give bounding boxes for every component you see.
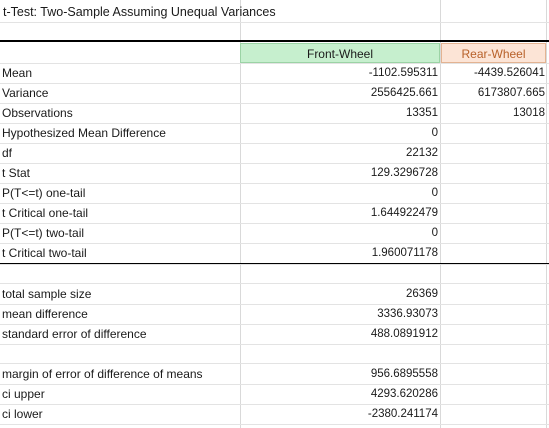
front-value[interactable]: 1.960071178: [371, 247, 438, 259]
front-value[interactable]: 3336.93073: [377, 308, 438, 320]
row-label[interactable]: P(T<=t) two-tail: [2, 226, 85, 240]
front-value[interactable]: 13351: [406, 107, 438, 119]
grid-line: [0, 203, 549, 204]
row-label[interactable]: Observations: [2, 106, 73, 120]
row-label[interactable]: mean difference: [2, 307, 88, 321]
row-label[interactable]: P(T<=t) one-tail: [2, 186, 86, 200]
table-top-border: [0, 40, 549, 42]
front-value[interactable]: 956.6895558: [370, 368, 438, 380]
row-label[interactable]: Variance: [2, 86, 49, 100]
front-value[interactable]: 0: [431, 187, 438, 199]
rear-value[interactable]: [441, 163, 545, 183]
front-value[interactable]: 488.0891912: [370, 328, 438, 340]
rear-value[interactable]: 13018: [513, 107, 545, 119]
grid-line: [0, 344, 549, 345]
front-value[interactable]: 4293.620286: [370, 388, 438, 400]
row-label[interactable]: Mean: [2, 66, 33, 80]
grid-line: [0, 63, 549, 64]
row-label[interactable]: df: [2, 146, 13, 160]
grid-line: [0, 103, 549, 104]
front-value[interactable]: 1.644922479: [370, 207, 438, 219]
grid-line: [0, 183, 549, 184]
grid-line: [0, 304, 549, 305]
grid-line: [0, 384, 549, 385]
grid-line: [0, 163, 549, 164]
grid-line: [0, 243, 549, 244]
grid-line: [0, 264, 549, 265]
row-label[interactable]: margin of error of difference of means: [2, 367, 203, 381]
rear-value[interactable]: [441, 183, 545, 203]
front-value[interactable]: -2380.241174: [367, 408, 438, 420]
grid-line: [0, 324, 549, 325]
row-label[interactable]: t Critical one-tail: [2, 206, 89, 220]
front-value[interactable]: 0: [431, 227, 438, 239]
row-label[interactable]: t Stat: [2, 166, 31, 180]
rear-value[interactable]: -4439.526041: [474, 67, 545, 79]
front-value[interactable]: -1102.595311: [368, 67, 438, 79]
grid-line: [0, 404, 549, 405]
front-value[interactable]: 22132: [406, 147, 438, 159]
front-value[interactable]: 26369: [406, 288, 438, 300]
row-label[interactable]: total sample size: [2, 287, 92, 301]
row-label[interactable]: t Critical two-tail: [2, 246, 87, 260]
front-value[interactable]: 0: [431, 127, 438, 139]
front-value[interactable]: 2556425.661: [370, 87, 438, 99]
row-label[interactable]: Hypothesized Mean Difference: [2, 126, 166, 140]
row-label[interactable]: standard error of difference: [2, 327, 147, 341]
grid-line: [0, 363, 549, 364]
rear-value[interactable]: 6173807.665: [477, 87, 545, 99]
header-rear-wheel[interactable]: Rear-Wheel: [441, 43, 546, 63]
grid-line: [0, 143, 549, 144]
rear-value[interactable]: [441, 223, 545, 243]
rear-value[interactable]: [441, 143, 545, 163]
grid-line: [0, 283, 549, 284]
grid-line: [0, 83, 549, 84]
grid-line: [440, 0, 441, 428]
grid-line: [0, 424, 549, 425]
grid-line: [546, 0, 547, 428]
rear-value[interactable]: [441, 123, 545, 143]
grid-line: [0, 123, 549, 124]
row-label[interactable]: ci upper: [2, 387, 45, 401]
row-label[interactable]: ci lower: [2, 407, 43, 421]
rear-value[interactable]: [441, 203, 545, 223]
grid-line: [0, 223, 549, 224]
front-value[interactable]: 129.3296728: [370, 167, 438, 179]
rear-value[interactable]: [441, 243, 545, 263]
sheet-title[interactable]: t-Test: Two-Sample Assuming Unequal Vari…: [3, 5, 276, 19]
header-front-wheel[interactable]: Front-Wheel: [240, 43, 440, 63]
grid-line: [240, 0, 241, 428]
grid-line: [0, 22, 549, 23]
